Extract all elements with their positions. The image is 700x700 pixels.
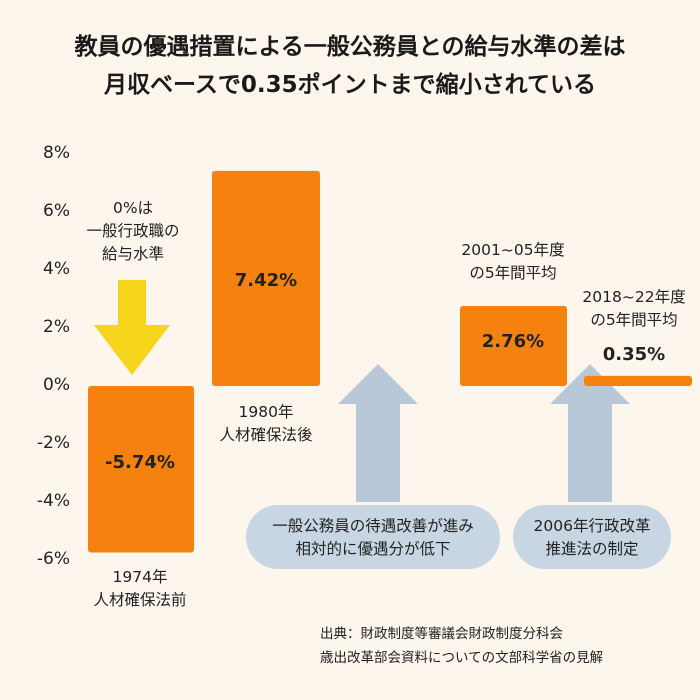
callout-text-line: 推進法の制定 xyxy=(545,540,638,558)
zero-note-line-2: 一般行政職の xyxy=(86,222,179,240)
y-tick-label: -6% xyxy=(37,549,70,569)
bars xyxy=(88,170,692,553)
bar-2001-05 xyxy=(460,305,567,386)
data-label-2018-22: 0.35% xyxy=(603,344,665,365)
category-label-1980-line-1: 1980年 xyxy=(239,403,294,421)
down-arrow-icon xyxy=(94,280,170,375)
up-arrow-icon xyxy=(338,364,418,502)
callout-pill xyxy=(513,505,671,569)
category-label-1974-line-1: 1974年 xyxy=(113,568,168,586)
up-arrow-icon xyxy=(550,364,630,502)
y-tick-label: 8% xyxy=(43,143,70,163)
y-tick-label: 4% xyxy=(43,259,70,279)
y-axis: 8% 6% 4% 2% 0% -2% -4% -6% xyxy=(37,143,70,569)
bar-2018-22 xyxy=(584,375,692,386)
y-tick-label: 6% xyxy=(43,201,70,221)
callout-text-line: 相対的に優遇分が低下 xyxy=(295,540,450,558)
y-tick-label: 2% xyxy=(43,317,70,337)
data-label-1980: 7.42% xyxy=(235,270,297,291)
y-tick-label: -4% xyxy=(37,491,70,511)
bar-1974 xyxy=(88,386,194,553)
callout-text-line: 2006年行政改革 xyxy=(534,517,651,535)
chart-title-line-1: 教員の優遇措置による一般公務員との給与水準の差は xyxy=(74,33,625,60)
data-label-1974: -5.74% xyxy=(105,452,175,473)
category-label-2001-05-line-1: 2001~05年度 xyxy=(461,241,564,259)
callout-pill xyxy=(246,505,500,569)
data-label-2001-05: 2.76% xyxy=(482,331,544,352)
zero-note-line-3: 給与水準 xyxy=(102,245,164,263)
category-label-2001-05-line-2: の5年間平均 xyxy=(469,264,556,282)
source-line-2: 歳出改革部会資料についての文部科学省の見解 xyxy=(320,650,603,666)
category-label-2018-22-line-1: 2018~22年度 xyxy=(582,288,685,306)
y-tick-label: -2% xyxy=(37,433,70,453)
category-label-1980-line-2: 人材確保法後 xyxy=(219,426,313,444)
source-line-1: 出典：財政制度等審議会財政制度分科会 xyxy=(320,625,563,642)
callout-text-line: 一般公務員の待遇改善が進み xyxy=(272,517,474,535)
category-label-1974-line-2: 人材確保法前 xyxy=(93,591,186,609)
zero-note-line-1: 0%は xyxy=(113,199,153,217)
y-tick-label: 0% xyxy=(43,375,70,395)
category-label-2018-22-line-2: の5年間平均 xyxy=(590,311,677,329)
bar-1980 xyxy=(212,170,320,386)
chart-title-line-2: 月収ベースで0.35ポイントまで縮小されている xyxy=(103,71,596,98)
